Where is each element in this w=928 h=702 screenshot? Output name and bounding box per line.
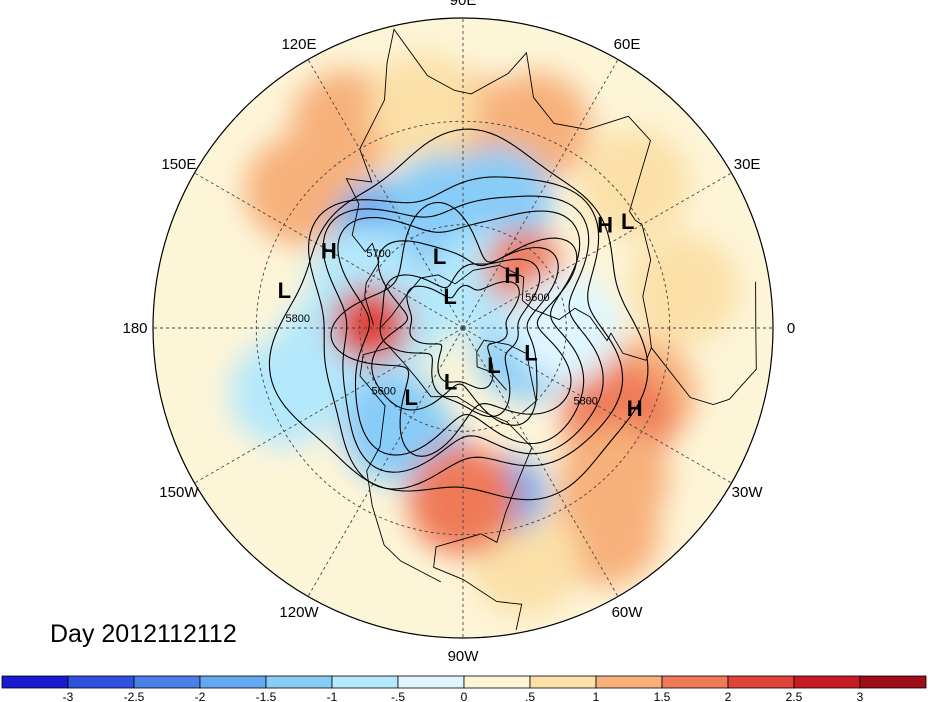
colorbar-label: 3 (857, 690, 864, 702)
colorbar-swatch (397, 675, 465, 689)
longitude-label: 150E (161, 156, 196, 173)
longitude-label: 0 (787, 320, 795, 337)
coastline (379, 264, 647, 361)
meridian-line (462, 59, 619, 329)
coastline (345, 28, 652, 326)
colorbar-swatch (265, 675, 333, 689)
low-pressure-label: L (433, 244, 446, 269)
colorbar-swatch (463, 675, 531, 689)
colorbar-label: .5 (525, 690, 535, 702)
map-disc (152, 17, 774, 639)
colorbar-label: 2 (725, 690, 732, 702)
meridian-line (462, 327, 619, 597)
colorbar-label: 0 (461, 690, 468, 702)
meridian-line (307, 327, 464, 597)
longitude-label: 60E (614, 36, 641, 53)
anomaly-patch (338, 371, 449, 482)
colorbar-swatch (1, 675, 69, 689)
contour-value-label: 5600 (525, 292, 549, 304)
colorbar-label: -.5 (391, 690, 405, 702)
anomaly-patch (579, 129, 690, 240)
anomaly-patch (230, 337, 340, 448)
colorbar-swatch (859, 675, 927, 689)
coastlines (345, 28, 757, 630)
colorbar-swatch (199, 675, 267, 689)
meridian-line (194, 172, 464, 329)
colorbar: -3 -2.5 -2 -1.5 -1 -.5 0 .5 1 1.5 2 2.5 3 (1, 675, 927, 702)
anomaly-patch (369, 52, 480, 163)
longitude-label: 90E (450, 0, 477, 9)
colorbar-label: -1 (327, 690, 338, 702)
height-contours (268, 128, 649, 501)
colorbar-swatch (727, 675, 795, 689)
colorbar-swatch (661, 675, 729, 689)
meridian-line (194, 327, 464, 484)
anomaly-patch (628, 234, 739, 345)
contour-labels: 5700 5800 5600 5600 5800 (286, 248, 598, 408)
colorbar-swatch (529, 675, 597, 689)
colorbar-label: -3 (63, 690, 74, 702)
colorbar-label: -2 (195, 690, 206, 702)
colorbar-label: 1.5 (654, 690, 671, 702)
height-contour (337, 210, 585, 456)
height-contour (308, 176, 624, 490)
colorbar-label: -2.5 (124, 690, 145, 702)
coastline (645, 281, 757, 405)
height-contour (322, 195, 604, 473)
longitude-label: 30W (732, 484, 764, 501)
contour-value-label: 5700 (366, 248, 390, 260)
contour-value-label: 5800 (286, 313, 310, 325)
day-title: Day 2012112112 (50, 620, 237, 648)
height-contour (406, 280, 520, 390)
anomaly-patch (408, 445, 518, 556)
longitude-label: 120W (279, 604, 319, 621)
meridian-line (307, 59, 464, 329)
anomaly-patch (332, 286, 409, 363)
meridian-line (462, 172, 732, 329)
high-pressure-label: H (321, 239, 337, 264)
colorbar-label: 2.5 (786, 690, 803, 702)
coastline (389, 347, 533, 630)
longitude-labels: 90E 60E 30E 0 30W 60W 90W 120W 150W 180 150E 120E (122, 0, 795, 665)
height-contour (268, 128, 649, 501)
height-contour (371, 240, 559, 426)
colorbar-label: -1.5 (256, 690, 277, 702)
colorbar-swatch (793, 675, 861, 689)
map-border (152, 17, 774, 639)
low-pressure-label: L (621, 209, 634, 234)
anomaly-patch (441, 146, 552, 257)
longitude-label: 180 (122, 320, 147, 337)
colorbar-label: 1 (593, 690, 600, 702)
high-pressure-label: H (504, 263, 520, 288)
height-contour (379, 258, 541, 418)
longitude-label: 60W (612, 604, 644, 621)
longitude-label: 30E (734, 156, 761, 173)
colorbar-swatch (67, 675, 135, 689)
meridian-line (462, 327, 732, 484)
colorbar-swatch (331, 675, 399, 689)
contour-value-label: 5600 (372, 385, 396, 397)
low-pressure-label: L (278, 278, 291, 303)
low-pressure-label: L (487, 353, 500, 378)
low-pressure-label: L (444, 370, 457, 395)
colorbar-swatch (595, 675, 663, 689)
longitude-label: 150W (159, 484, 199, 501)
low-pressure-label: L (443, 284, 456, 309)
longitude-label: 90W (448, 648, 480, 665)
longitude-label: 120E (281, 36, 316, 53)
contour-value-label: 5800 (573, 396, 597, 408)
high-pressure-label: H (597, 213, 613, 238)
colorbar-swatch (133, 675, 201, 689)
anomaly-patch (170, 231, 281, 342)
high-pressure-label: H (627, 396, 643, 421)
low-pressure-label: L (524, 341, 537, 366)
coastline (359, 347, 442, 583)
graticule (153, 18, 773, 638)
low-pressure-label: L (404, 385, 417, 410)
